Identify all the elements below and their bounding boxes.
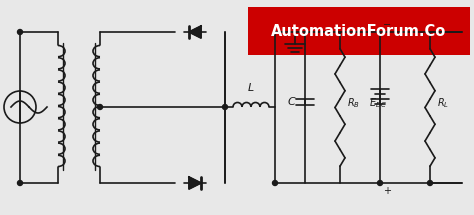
Circle shape [18,181,22,186]
Circle shape [98,104,102,109]
Text: $R_B$: $R_B$ [347,96,360,110]
Circle shape [18,29,22,34]
Polygon shape [189,177,201,189]
Text: $R_L$: $R_L$ [437,96,449,110]
Text: −: − [383,20,391,30]
Circle shape [377,181,383,186]
Text: +: + [383,186,391,196]
Circle shape [428,181,432,186]
Circle shape [273,181,277,186]
Bar [248,7,470,55]
Circle shape [273,29,277,34]
Polygon shape [189,26,201,38]
Circle shape [222,104,228,109]
Text: L: L [248,83,254,93]
Text: C: C [287,97,295,107]
Circle shape [377,29,383,34]
Text: $E_{DC}$: $E_{DC}$ [369,96,387,110]
Text: AutomationForum.Co: AutomationForum.Co [272,23,447,38]
Circle shape [428,29,432,34]
